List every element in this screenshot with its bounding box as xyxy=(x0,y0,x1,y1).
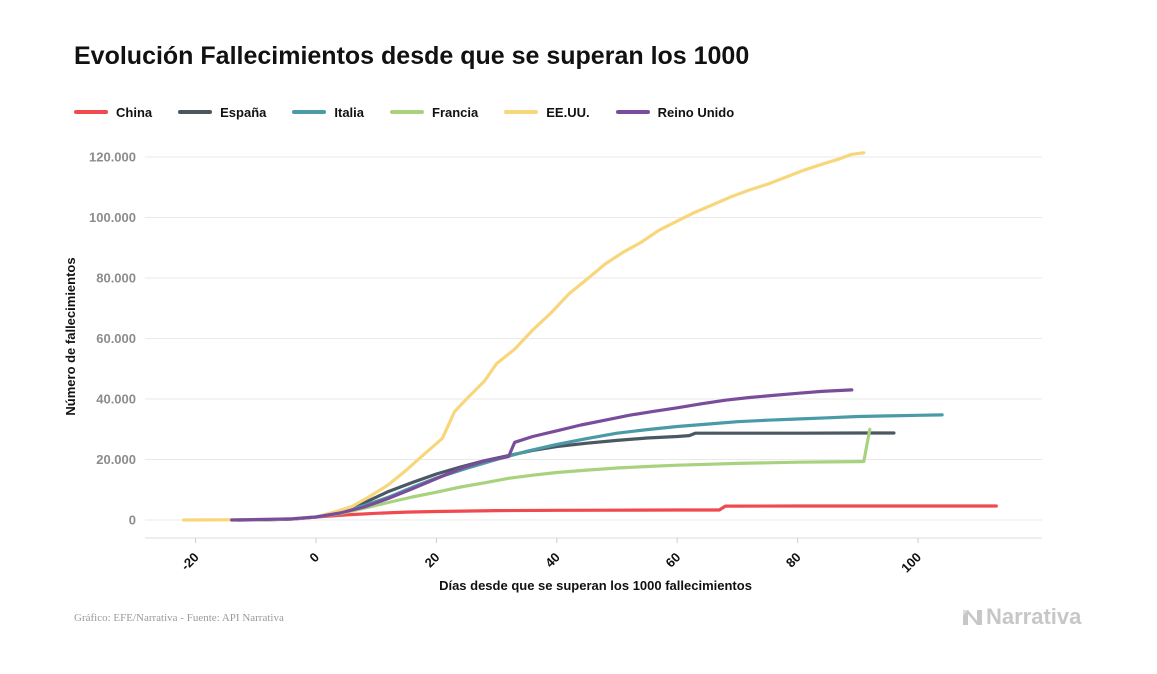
legend-swatch xyxy=(390,110,424,114)
chart-title: Evolución Fallecimientos desde que se su… xyxy=(74,42,750,70)
series-line-china xyxy=(314,504,998,519)
y-tick-label: 120.000 xyxy=(89,150,136,165)
legend-label: Reino Unido xyxy=(657,104,735,120)
x-tick-label: 80 xyxy=(783,550,804,571)
legend-swatch xyxy=(178,110,213,114)
x-tick-label: 100 xyxy=(898,550,924,576)
y-axis-label: Número de fallecimientos xyxy=(63,257,78,415)
y-tick-label: 40.000 xyxy=(96,392,136,407)
legend-item-francia: Francia xyxy=(390,105,478,120)
legend-label: Francia xyxy=(432,104,479,120)
brand-logo: Narrativa xyxy=(962,604,1081,630)
legend-swatch xyxy=(504,110,539,114)
x-tick-label: -20 xyxy=(178,550,202,574)
y-tick-label: 20.000 xyxy=(96,452,136,467)
legend-label: EE.UU. xyxy=(546,104,590,120)
y-tick-label: 0 xyxy=(129,513,136,528)
y-tick-label: 100.000 xyxy=(89,210,136,225)
y-tick-label: 60.000 xyxy=(96,331,136,346)
legend-item-ee-uu: EE.UU. xyxy=(504,104,590,120)
narrativa-logo-icon xyxy=(963,610,982,625)
legend-item-italia: Italia xyxy=(292,105,364,120)
x-tick-label: 0 xyxy=(306,550,322,566)
legend-label: Italia xyxy=(334,104,364,120)
legend-label: España xyxy=(220,104,267,120)
legend-swatch xyxy=(292,110,327,114)
series-line-ee-uu xyxy=(182,151,866,522)
legend-label: China xyxy=(116,104,153,120)
x-tick-label: 60 xyxy=(662,550,683,571)
x-tick-label: 40 xyxy=(542,550,563,571)
brand-name: Narrativa xyxy=(986,604,1082,629)
legend-item-espa-a: España xyxy=(178,105,266,120)
legend-item-china: China xyxy=(74,105,152,120)
x-axis-label: Días desde que se superan los 1000 falle… xyxy=(439,578,752,593)
y-tick-label: 80.000 xyxy=(96,271,136,286)
legend-swatch xyxy=(615,110,650,114)
legend: China España Italia Francia EE.UU. Reino Unid… xyxy=(74,102,760,122)
legend-swatch xyxy=(74,110,108,114)
x-tick-label: 20 xyxy=(422,550,443,571)
plot-area xyxy=(145,135,1042,538)
series-line-reino-unido xyxy=(230,388,854,522)
source-note: Gráfico: EFE/Narrativa - Fuente: API Nar… xyxy=(74,612,284,624)
legend-item-reino-unido: Reino Unido xyxy=(615,104,735,120)
